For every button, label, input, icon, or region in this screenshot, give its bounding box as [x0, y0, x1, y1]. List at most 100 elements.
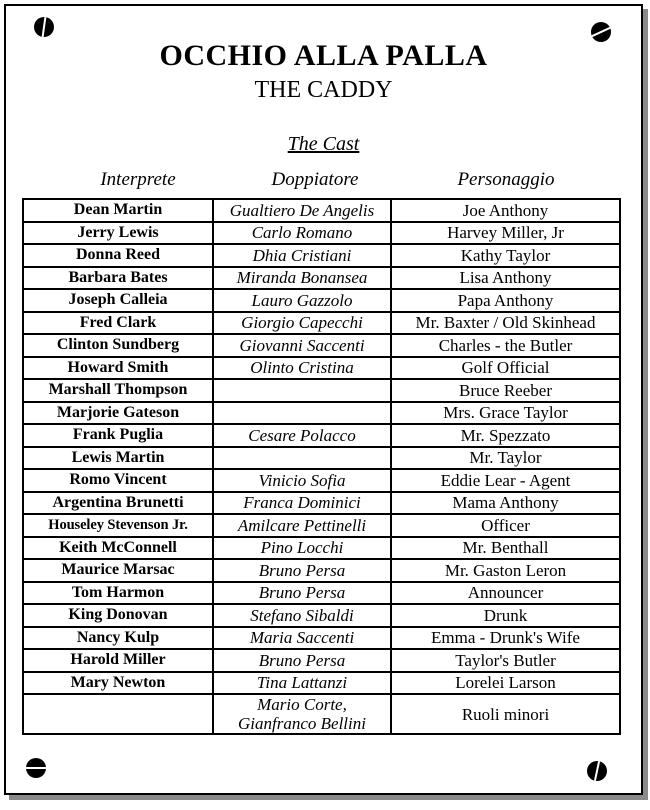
cell-dubber: Mario Corte, Gianfranco Bellini: [212, 692, 392, 736]
cell-actor: Donna Reed: [22, 243, 214, 268]
cell-actor: Tom Harmon: [22, 580, 214, 605]
cell-character: Lorelei Larson: [390, 670, 621, 695]
cell-actor: Howard Smith: [22, 355, 214, 380]
cell-dubber: Stefano Sibaldi: [212, 603, 392, 628]
cell-actor: Harold Miller: [22, 648, 214, 673]
screw-icon-top-right: [591, 22, 611, 42]
cast-table-row: King Donovan Stefano Sibaldi Drunk: [22, 603, 621, 628]
column-header-interprete: Interprete: [100, 169, 176, 190]
cell-actor: Lewis Martin: [22, 445, 214, 470]
cast-table-row: Marshall Thompson Bruce Reeber: [22, 378, 621, 403]
screw-slot: [26, 767, 46, 769]
cast-table-row: Mario Corte, Gianfranco Bellini Ruoli min…: [22, 692, 621, 736]
cell-actor: Joseph Calleia: [22, 288, 214, 313]
screw-slot: [593, 761, 601, 781]
cell-character: Mrs. Grace Taylor: [390, 400, 621, 425]
screw-icon-bottom-left: [26, 758, 46, 778]
cell-dubber: [212, 445, 392, 470]
cell-actor: Marjorie Gateson: [22, 400, 214, 425]
cell-dubber: Lauro Gazzolo: [212, 288, 392, 313]
cast-table-row: Romo Vincent Vinicio Sofia Eddie Lear - Ag…: [22, 468, 621, 493]
page-title-english: THE CADDY: [254, 77, 393, 103]
cell-actor: Fred Clark: [22, 310, 214, 335]
cast-table-row: Frank Puglia Cesare Polacco Mr. Spezzato: [22, 423, 621, 448]
cell-dubber: Gualtiero De Angelis: [212, 198, 392, 223]
cast-table-row: Clinton Sundberg Giovanni Saccenti Charles…: [22, 333, 621, 358]
cell-character: Papa Anthony: [390, 288, 621, 313]
cell-actor: Frank Puglia: [22, 423, 214, 448]
cell-dubber: [212, 378, 392, 403]
cell-dubber: Dhia Cristiani: [212, 243, 392, 268]
cell-character: Eddie Lear - Agent: [390, 468, 621, 493]
cell-actor: Barbara Bates: [22, 265, 214, 290]
cell-character: Joe Anthony: [390, 198, 621, 223]
cell-dubber: Maria Saccenti: [212, 625, 392, 650]
screw-icon-top-left: [34, 17, 54, 37]
cell-actor: Keith McConnell: [22, 535, 214, 560]
screw-icon-bottom-right: [587, 761, 607, 781]
cell-character: Mr. Benthall: [390, 535, 621, 560]
cell-character: Mr. Spezzato: [390, 423, 621, 448]
screw-slot: [591, 26, 611, 38]
cell-character: Charles - the Butler: [390, 333, 621, 358]
cast-table-body: Dean Martin Gualtiero De Angelis Joe Antho…: [22, 198, 621, 736]
cell-actor: Marshall Thompson: [22, 378, 214, 403]
cell-character: Officer: [390, 513, 621, 538]
cell-dubber: Tina Lattanzi: [212, 670, 392, 695]
cell-actor: [22, 692, 214, 736]
cell-actor: Argentina Brunetti: [22, 490, 214, 515]
cell-dubber: Bruno Persa: [212, 580, 392, 605]
cell-character: Harvey Miller, Jr: [390, 220, 621, 245]
cell-dubber: Amilcare Pettinelli: [212, 513, 392, 538]
cell-character: Emma - Drunk's Wife: [390, 625, 621, 650]
cell-character: Mama Anthony: [390, 490, 621, 515]
cell-actor: Romo Vincent: [22, 468, 214, 493]
cell-character: Ruoli minori: [390, 692, 621, 736]
column-header-doppiatore: Doppiatore: [271, 169, 359, 190]
cast-table-row: Fred Clark Giorgio Capecchi Mr. Baxter / O…: [22, 310, 621, 335]
page-title-italian: OCCHIO ALLA PALLA: [159, 39, 488, 72]
cell-character: Lisa Anthony: [390, 265, 621, 290]
cast-table-row: Harold Miller Bruno Persa Taylor's Butler: [22, 648, 621, 673]
cell-actor: Dean Martin: [22, 198, 214, 223]
cell-dubber: Cesare Polacco: [212, 423, 392, 448]
cast-table: Dean Martin Gualtiero De Angelis Joe Antho…: [22, 198, 621, 736]
cast-table-row: Lewis Martin Mr. Taylor: [22, 445, 621, 470]
cell-character: Kathy Taylor: [390, 243, 621, 268]
cell-dubber: [212, 400, 392, 425]
cell-character: Announcer: [390, 580, 621, 605]
cast-table-row: Howard Smith Olinto Cristina Golf Official: [22, 355, 621, 380]
cell-dubber: Carlo Romano: [212, 220, 392, 245]
cell-dubber: Bruno Persa: [212, 558, 392, 583]
cast-table-row: Dean Martin Gualtiero De Angelis Joe Antho…: [22, 198, 621, 223]
cast-table-row: Marjorie Gateson Mrs. Grace Taylor: [22, 400, 621, 425]
cell-dubber: Olinto Cristina: [212, 355, 392, 380]
cell-actor: Houseley Stevenson Jr.: [22, 513, 214, 538]
cast-table-row: Nancy Kulp Maria Saccenti Emma - Drunk's W…: [22, 625, 621, 650]
cast-table-row: Barbara Bates Miranda Bonansea Lisa Anthon…: [22, 265, 621, 290]
screw-slot: [41, 17, 47, 37]
cell-dubber: Vinicio Sofia: [212, 468, 392, 493]
cell-actor: Mary Newton: [22, 670, 214, 695]
cell-dubber: Pino Locchi: [212, 535, 392, 560]
cell-dubber: Bruno Persa: [212, 648, 392, 673]
cell-character: Golf Official: [390, 355, 621, 380]
column-header-row: Interprete Doppiatore Personaggio: [6, 169, 641, 195]
cell-character: Bruce Reeber: [390, 378, 621, 403]
cell-actor: Maurice Marsac: [22, 558, 214, 583]
cell-actor: King Donovan: [22, 603, 214, 628]
cell-character: Mr. Gaston Leron: [390, 558, 621, 583]
cell-dubber: Giovanni Saccenti: [212, 333, 392, 358]
cast-table-row: Tom Harmon Bruno Persa Announcer: [22, 580, 621, 605]
cast-table-row: Maurice Marsac Bruno Persa Mr. Gaston Lero…: [22, 558, 621, 583]
credits-card: OCCHIO ALLA PALLA THE CADDY The Cast Int…: [4, 4, 643, 795]
cell-dubber: Franca Dominici: [212, 490, 392, 515]
cell-actor: Clinton Sundberg: [22, 333, 214, 358]
cast-table-row: Houseley Stevenson Jr. Amilcare Pettinell…: [22, 513, 621, 538]
cell-dubber: Giorgio Capecchi: [212, 310, 392, 335]
cast-table-row: Joseph Calleia Lauro Gazzolo Papa Anthony: [22, 288, 621, 313]
cast-table-row: Mary Newton Tina Lattanzi Lorelei Larson: [22, 670, 621, 695]
cast-table-row: Keith McConnell Pino Locchi Mr. Benthall: [22, 535, 621, 560]
cast-table-row: Argentina Brunetti Franca Dominici Mama An…: [22, 490, 621, 515]
cell-character: Drunk: [390, 603, 621, 628]
